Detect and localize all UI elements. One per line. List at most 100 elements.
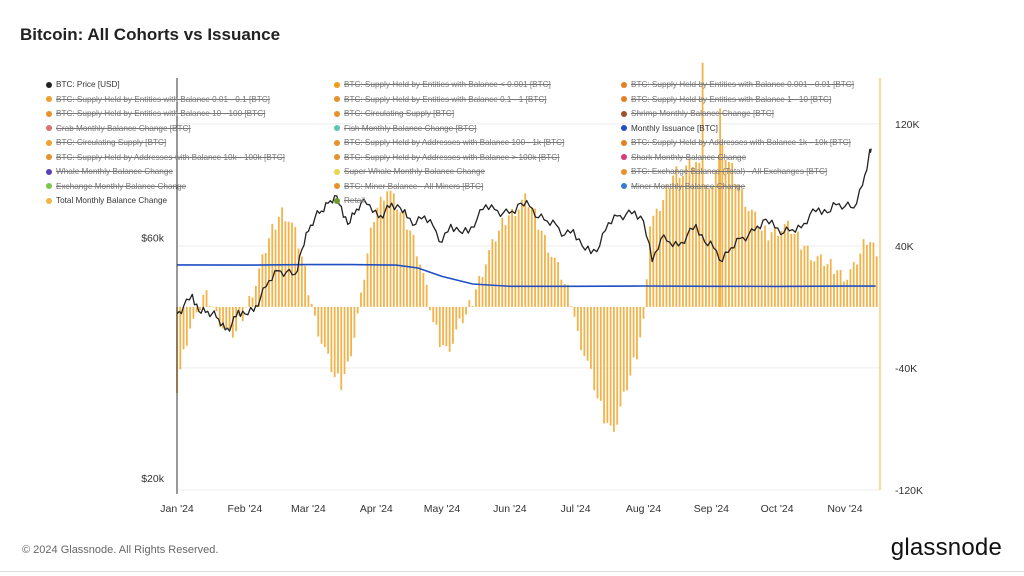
total-monthly-balance-change-bar: [445, 306, 448, 347]
legend-item[interactable]: BTC: Supply Held by Addresses with Balan…: [621, 138, 851, 147]
legend-swatch-icon: [46, 197, 52, 204]
total-monthly-balance-change-bar: [185, 306, 188, 346]
total-monthly-balance-change-bar: [724, 159, 727, 307]
total-monthly-balance-change-bar: [550, 256, 553, 307]
total-monthly-balance-change-bar: [534, 208, 536, 307]
total-monthly-balance-change-bar: [773, 227, 776, 307]
legend-item[interactable]: Shrimp Monthly Balance Change [BTC]: [621, 109, 774, 118]
total-monthly-balance-change-bar: [800, 249, 803, 307]
total-monthly-balance-change-bar: [833, 273, 835, 307]
total-monthly-balance-change-bar: [307, 295, 310, 307]
total-monthly-balance-change-bar: [563, 284, 566, 307]
legend-item[interactable]: Super Whale Monthly Balance Change: [334, 167, 485, 176]
legend-label: BTC: Supply Held by Entities with Balanc…: [344, 94, 547, 104]
total-monthly-balance-change-bar: [570, 305, 573, 307]
legend-item[interactable]: BTC: Supply Held by Entities with Balanc…: [621, 95, 831, 104]
total-monthly-balance-change-bar: [593, 306, 596, 391]
total-monthly-balance-change-bar: [790, 233, 793, 307]
legend-item[interactable]: Exchange Monthly Balance Change: [46, 182, 186, 191]
total-monthly-balance-change-bar: [777, 235, 780, 307]
total-monthly-balance-change-bar: [859, 253, 862, 307]
total-monthly-balance-change-bar: [622, 306, 625, 392]
total-monthly-balance-change-bar: [337, 306, 339, 374]
total-monthly-balance-change-bar: [764, 225, 766, 307]
legend-item[interactable]: BTC: Supply Held by Entities with Balanc…: [621, 80, 854, 89]
legend-item[interactable]: Whale Monthly Balance Change: [46, 167, 173, 176]
total-monthly-balance-change-bar: [432, 306, 435, 323]
total-monthly-balance-change-bar: [399, 212, 402, 307]
total-monthly-balance-change-bar: [192, 306, 195, 319]
legend-swatch-icon: [334, 154, 340, 160]
legend-item[interactable]: Retail: [334, 196, 365, 205]
legend-swatch-icon: [334, 139, 340, 146]
legend-item[interactable]: BTC: Exchange Balance (Total) - All Exch…: [621, 167, 827, 176]
total-monthly-balance-change-bar: [672, 175, 674, 307]
total-monthly-balance-change-bar: [668, 188, 671, 307]
total-monthly-balance-change-bar: [402, 210, 405, 307]
total-monthly-balance-change-bar: [340, 306, 343, 390]
legend-item[interactable]: BTC: Supply Held by Addresses with Balan…: [46, 153, 285, 162]
total-monthly-balance-change-bar: [452, 306, 454, 344]
legend-item[interactable]: BTC: Circulating Supply [BTC]: [334, 109, 454, 118]
legend-item[interactable]: BTC: Circulating Supply [BTC]: [46, 138, 166, 147]
total-monthly-balance-change-bar: [389, 190, 392, 307]
legend-item[interactable]: BTC: Price [USD]: [46, 80, 120, 89]
legend-swatch-icon: [621, 110, 627, 117]
legend-item[interactable]: Shark Monthly Balance Change: [621, 153, 746, 162]
total-monthly-balance-change-bar: [619, 306, 622, 407]
legend-item[interactable]: Fish Monthly Balance Change [BTC]: [334, 124, 476, 133]
legend-item[interactable]: Total Monthly Balance Change: [46, 196, 167, 205]
total-monthly-balance-change-bar: [281, 207, 284, 307]
total-monthly-balance-change-bar: [346, 306, 349, 362]
total-monthly-balance-change-bar: [616, 306, 619, 425]
legend-label: BTC: Price [USD]: [56, 80, 120, 89]
legend-swatch-icon: [334, 96, 340, 102]
total-monthly-balance-change-bar: [409, 230, 412, 307]
legend-label: BTC: Exchange Balance (Total) - All Exch…: [631, 167, 828, 176]
legend-swatch-icon: [46, 168, 52, 175]
legend-item[interactable]: BTC: Supply Held by Addresses with Balan…: [334, 153, 559, 162]
total-monthly-balance-change-bar: [606, 306, 609, 423]
total-monthly-balance-change-bar: [626, 306, 628, 391]
total-monthly-balance-change-bar: [333, 306, 336, 378]
legend-swatch-icon: [621, 183, 627, 189]
total-monthly-balance-change-bar: [225, 306, 228, 328]
legend-item[interactable]: Monthly Issuance [BTC]: [621, 124, 718, 133]
total-monthly-balance-change-bar: [406, 229, 408, 307]
total-monthly-balance-change-bar: [383, 200, 385, 307]
legend-item[interactable]: BTC: Supply Held by Entities with Balanc…: [334, 80, 551, 89]
legend-item[interactable]: BTC: Miner Balance - All Miners [BTC]: [334, 182, 483, 191]
total-monthly-balance-change-bar: [645, 279, 648, 307]
total-monthly-balance-change-bar: [277, 216, 280, 307]
legend-swatch-icon: [46, 96, 52, 102]
total-monthly-balance-change-bar: [629, 306, 632, 376]
legend-item[interactable]: BTC: Supply Held by Addresses with Balan…: [334, 138, 564, 147]
legend-swatch-icon: [46, 110, 52, 117]
legend-item[interactable]: Crab Monthly Balance Change [BTC]: [46, 124, 191, 133]
legend-item[interactable]: BTC: Supply Held by Entities with Balanc…: [46, 109, 265, 118]
total-monthly-balance-change-bar: [392, 193, 395, 307]
total-monthly-balance-change-bar: [836, 270, 839, 307]
total-monthly-balance-change-bar: [842, 281, 845, 307]
y-right-tick-label: -40K: [895, 363, 917, 375]
total-monthly-balance-change-bar: [369, 227, 372, 307]
total-monthly-balance-change-bar: [819, 254, 822, 307]
total-monthly-balance-change-bar: [560, 279, 563, 307]
legend-item[interactable]: BTC: Supply Held by Entities with Balanc…: [334, 95, 547, 104]
total-monthly-balance-change-bar: [757, 227, 760, 307]
legend-swatch-icon: [334, 125, 340, 131]
total-monthly-balance-change-bar: [425, 284, 428, 307]
total-monthly-balance-change-bar: [491, 239, 494, 307]
total-monthly-balance-change-bar: [567, 284, 569, 307]
total-monthly-balance-change-bar: [691, 166, 694, 307]
total-monthly-balance-change-bar: [379, 196, 382, 307]
legend-label: Miner Monthly Balance Change: [631, 181, 746, 191]
legend-item[interactable]: BTC: Supply Held by Entities with Balanc…: [46, 95, 270, 104]
total-monthly-balance-change-bar: [754, 211, 757, 307]
y-right-tick-label: 120K: [895, 119, 920, 131]
total-monthly-balance-change-bar: [544, 234, 546, 307]
legend-item[interactable]: Miner Monthly Balance Change: [621, 182, 745, 191]
total-monthly-balance-change-bar: [438, 306, 441, 348]
total-monthly-balance-change-bar: [719, 108, 722, 307]
total-monthly-balance-change-bar: [514, 215, 517, 307]
